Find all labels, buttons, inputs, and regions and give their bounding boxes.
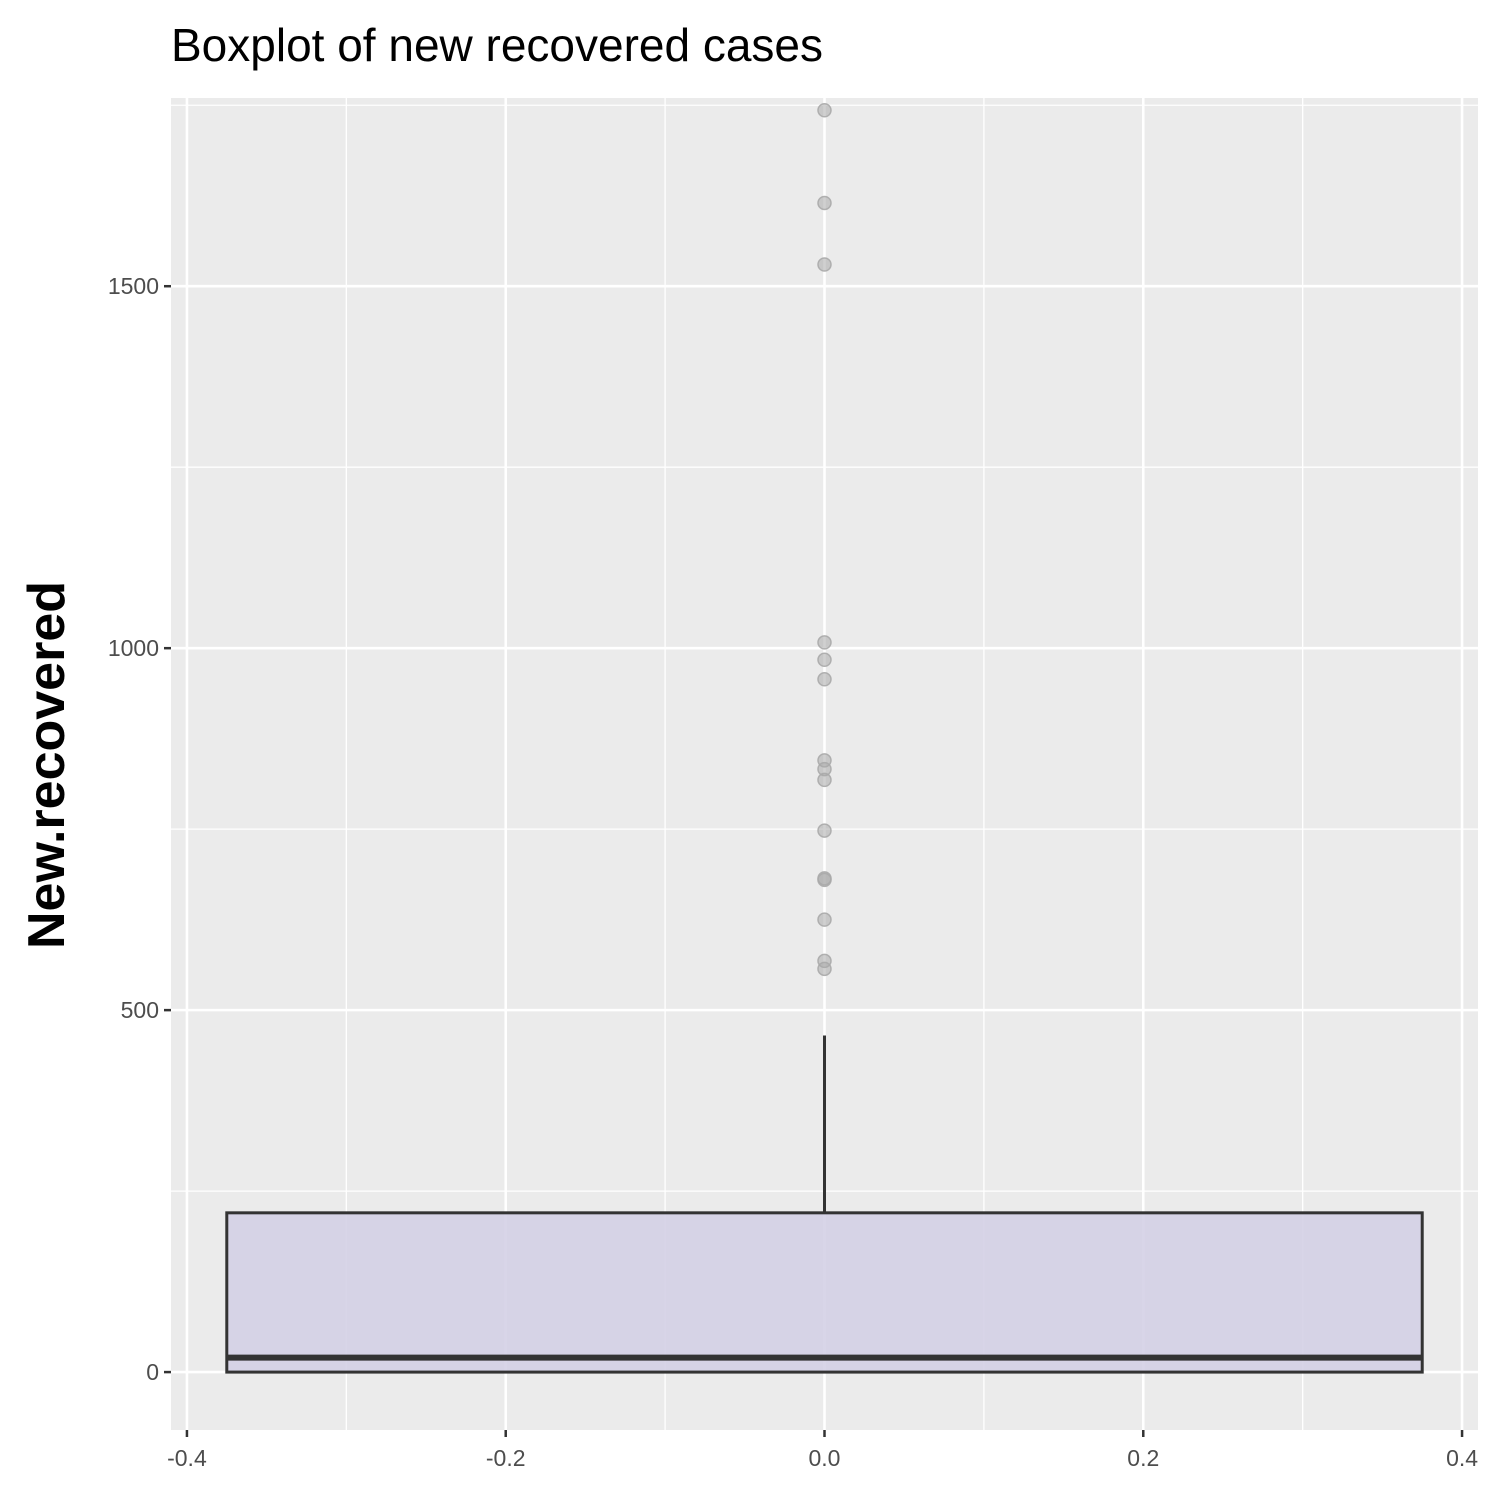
box-group bbox=[225, 1035, 1424, 1374]
outlier-point bbox=[817, 772, 832, 788]
y-tick-label: 0 bbox=[146, 1359, 159, 1385]
y-tick-label: 1000 bbox=[108, 635, 159, 661]
outlier-point bbox=[817, 635, 832, 650]
outlier-point bbox=[817, 672, 832, 687]
x-tick-label: 0.4 bbox=[1446, 1445, 1478, 1471]
y-tick-label: 1500 bbox=[108, 273, 159, 299]
x-axis: -0.4 -0.2 0.0 0.2 0.4 bbox=[167, 1430, 1478, 1471]
outlier-point bbox=[817, 195, 832, 211]
x-tick-label: 0.0 bbox=[809, 1445, 841, 1471]
chart-title: Boxplot of new recovered cases bbox=[171, 19, 824, 71]
outlier-point bbox=[817, 872, 832, 888]
outlier-point bbox=[817, 103, 832, 118]
x-tick-label: -0.4 bbox=[167, 1445, 207, 1471]
y-axis: 0 500 1000 1500 bbox=[108, 273, 171, 1385]
y-tick-label: 500 bbox=[121, 997, 159, 1023]
box-iqr bbox=[225, 1211, 1424, 1374]
outlier-point bbox=[817, 652, 832, 668]
outlier-point bbox=[817, 912, 832, 927]
x-tick-label: -0.2 bbox=[486, 1445, 526, 1471]
outlier-points bbox=[817, 103, 832, 977]
outlier-point bbox=[817, 823, 832, 838]
outlier-point bbox=[817, 257, 832, 272]
x-tick-label: 0.2 bbox=[1127, 1445, 1159, 1471]
outlier-point bbox=[817, 961, 832, 977]
